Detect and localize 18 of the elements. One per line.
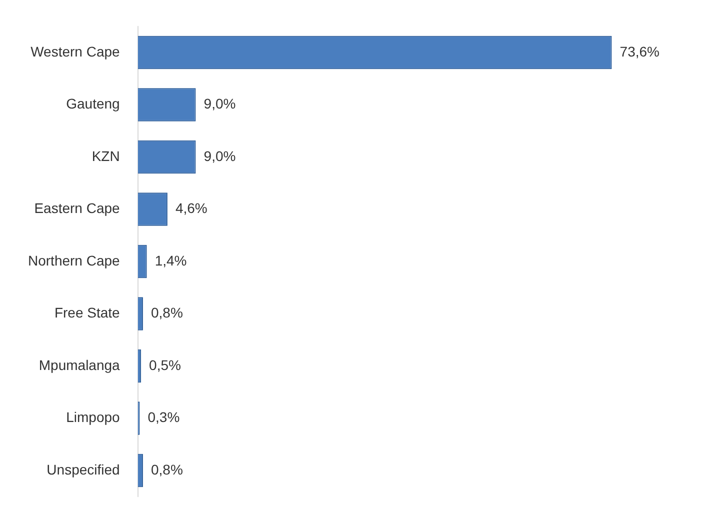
y-tick-label: Mpumalanga [38, 356, 120, 373]
data-label: 73,6% [620, 43, 660, 60]
data-label: 9,0% [204, 96, 236, 112]
data-label: 0,3% [148, 409, 180, 426]
data-label: 1,4% [154, 252, 187, 268]
y-tick-label: KZN [92, 148, 120, 164]
data-label: 0,5% [149, 356, 181, 373]
data-label: 0,8% [150, 304, 183, 321]
y-tick-label: Limpopo [66, 409, 120, 426]
y-tick-label: Free State [54, 304, 120, 321]
y-tick-label: Northern Cape [28, 252, 120, 268]
y-tick-label: Eastern Cape [34, 200, 120, 216]
y-tick-label: Gauteng [66, 96, 120, 112]
data-label: 4,6% [175, 200, 208, 216]
data-label: 0,8% [150, 461, 183, 478]
y-tick-label: Western Cape [30, 43, 120, 60]
data-label: 9,0% [204, 148, 236, 164]
y-tick-label: Unspecified [46, 461, 120, 478]
